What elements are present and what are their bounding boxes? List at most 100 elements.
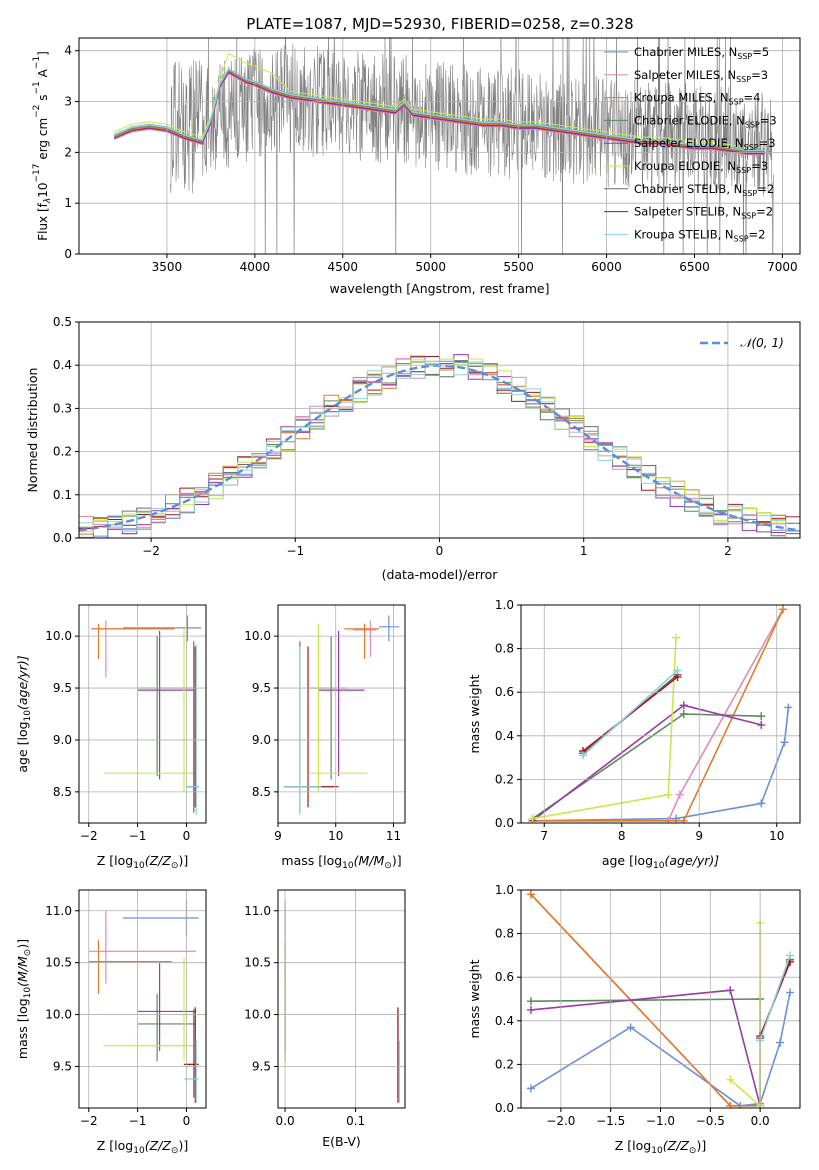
x-tick-label: 10 <box>769 829 784 843</box>
weight-point-series-8 <box>579 751 587 760</box>
weight-point-series-1 <box>675 790 684 799</box>
x-tick-label: 6500 <box>679 260 710 274</box>
x-tick-label: 8 <box>618 829 626 843</box>
panel-mass_vs_Z: −2 −1 0 9.5 10.0 10.5 11.0 Z [log10(Z/Z⊙)] mass … <box>15 889 207 1156</box>
y-tick-label: 0.8 <box>495 927 514 941</box>
axes-frame <box>277 604 406 824</box>
weight-point-series-4 <box>679 701 688 710</box>
weight-point-series-2 <box>778 605 787 614</box>
weight-point-series-4 <box>526 1005 535 1014</box>
weight-line-series-4 <box>530 989 761 1106</box>
y-tick-label: 10.0 <box>45 1008 72 1022</box>
x-tick-label: 10 <box>328 829 343 843</box>
legend-entry: Kroupa ELODIE, NSSP=3 <box>634 159 768 175</box>
y-tick-label: 9.0 <box>252 733 271 747</box>
weight-point-series-0 <box>757 799 766 808</box>
y-tick-label: 9.5 <box>252 1059 271 1073</box>
panel-weight_vs_age: 7 8 9 10 0.0 0.2 0.4 0.6 0.8 1.0 age [log10(age/yr… <box>467 598 801 871</box>
axes-frame <box>277 889 406 1109</box>
y-axis-label: mass weight <box>467 959 482 1038</box>
weight-point-series-5 <box>672 633 680 642</box>
x-tick-label: −2 <box>80 1114 98 1128</box>
observed-spectrum <box>170 38 774 254</box>
y-tick-label: 0.4 <box>53 358 72 372</box>
y-tick-label: 0.2 <box>53 445 72 459</box>
y-axis-label: mass weight <box>467 674 482 753</box>
x-tick-label: −1.0 <box>646 1114 675 1128</box>
y-tick-label: 0.6 <box>495 685 514 699</box>
y-tick-label: 10.5 <box>45 956 72 970</box>
x-tick-label: 0 <box>436 544 444 558</box>
y-tick-label: 0.3 <box>53 401 72 415</box>
x-tick-label: 1 <box>580 544 588 558</box>
legend: 𝒩(0, 1) <box>700 336 784 350</box>
x-tick-label: −1 <box>286 544 304 558</box>
y-tick-label: 0.4 <box>495 1014 514 1028</box>
x-tick-label: 5500 <box>503 260 534 274</box>
legend-entry: Chabrier MILES, NSSP=5 <box>634 45 769 61</box>
x-tick-label: 2 <box>724 544 732 558</box>
weight-line-series-8 <box>582 669 679 756</box>
x-axis-label: mass [log10(M/M⊙)] <box>281 853 401 871</box>
legend-entry: Salpeter MILES, NSSP=3 <box>634 68 768 84</box>
weight-point-series-3 <box>679 710 688 718</box>
x-axis-label: age [log10(age/yr)] <box>602 853 719 871</box>
x-tick-label: −2 <box>142 544 160 558</box>
x-tick-label: 3500 <box>152 260 183 274</box>
y-tick-label: 0.1 <box>53 488 72 502</box>
y-tick-label: 0 <box>64 247 72 261</box>
weight-point-series-0 <box>780 738 789 747</box>
x-tick-label: 11 <box>386 829 401 843</box>
weight-point-series-5 <box>726 1075 735 1084</box>
y-tick-label: 11.0 <box>244 904 271 918</box>
weight-point-series-3 <box>757 712 766 721</box>
weight-line-series-0 <box>530 992 791 1107</box>
x-tick-label: 9 <box>695 829 703 843</box>
x-tick-label: 6000 <box>591 260 622 274</box>
weight-point-series-2 <box>726 1101 735 1108</box>
y-tick-label: 10.5 <box>244 956 271 970</box>
weight-line-series-8 <box>759 955 791 1041</box>
model-spectrum-series-4 <box>114 71 765 155</box>
weight-line-series-0 <box>532 707 790 822</box>
y-tick-label: 0.0 <box>53 531 72 545</box>
y-tick-label: 10.0 <box>244 1008 271 1022</box>
y-tick-label: 0.0 <box>495 816 514 830</box>
weight-point-series-0 <box>626 1023 635 1032</box>
model-spectrum-series-8 <box>113 68 765 151</box>
figure-title: PLATE=1087, MJD=52930, FIBERID=0258, z=0… <box>246 15 633 33</box>
y-tick-label: 1.0 <box>495 883 514 897</box>
x-tick-label: 0.0 <box>276 1114 295 1128</box>
y-tick-label: 0.4 <box>495 729 514 743</box>
x-tick-label: 4500 <box>328 260 359 274</box>
x-axis-label: wavelength [Angstrom, rest frame] <box>329 281 549 296</box>
panel-residuals: −2 −1 0 1 2 0.0 0.1 0.2 0.3 0.4 0.5 (data-model)/er… <box>25 315 801 582</box>
weight-point-series-0 <box>786 988 795 997</box>
legend-entry: Chabrier STELIB, NSSP=2 <box>634 182 774 198</box>
y-tick-label: 1.0 <box>495 598 514 612</box>
y-tick-label: 10.0 <box>244 629 271 643</box>
plot-area <box>283 615 400 815</box>
legend-entry: Salpeter STELIB, NSSP=2 <box>634 205 773 221</box>
x-tick-label: 0 <box>183 829 191 843</box>
x-tick-label: 9 <box>274 829 282 843</box>
weight-point-series-0 <box>776 1038 785 1047</box>
y-tick-label: 1 <box>64 196 72 210</box>
y-tick-label: 8.5 <box>53 785 72 799</box>
model-spectrum-series-5 <box>114 52 765 148</box>
weight-line-series-7 <box>582 676 678 752</box>
weight-line-series-4 <box>532 704 762 822</box>
y-axis-label: Flux [fλ10−17 erg cm−2 s−1 A−1] <box>32 51 53 241</box>
y-tick-label: 0.8 <box>495 642 514 656</box>
weight-point-series-8 <box>673 666 682 675</box>
plot-area <box>88 900 199 1103</box>
legend-entry: Chabrier ELODIE, NSSP=3 <box>634 113 777 129</box>
weight-point-series-8 <box>786 951 795 960</box>
weight-point-series-5 <box>528 814 537 823</box>
legend-entry: Salpeter ELODIE, NSSP=3 <box>634 136 776 152</box>
legend-entry: Kroupa MILES, NSSP=4 <box>634 91 760 107</box>
y-tick-label: 0.0 <box>495 1101 514 1115</box>
x-tick-label: −1.5 <box>596 1114 625 1128</box>
y-tick-label: 0.2 <box>495 772 514 786</box>
